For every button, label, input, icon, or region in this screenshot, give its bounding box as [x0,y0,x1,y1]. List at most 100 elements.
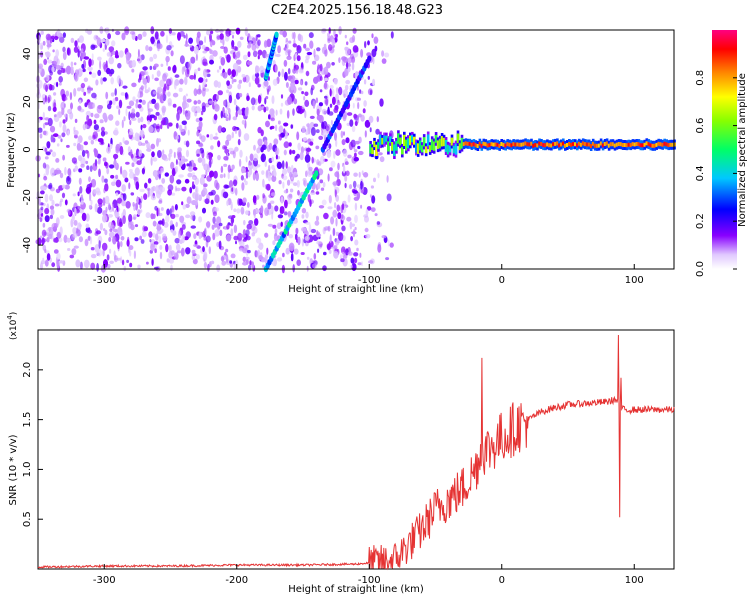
noise-speck [251,261,255,269]
noise-speck [41,229,47,237]
noise-speck [155,233,159,241]
noise-speck [190,56,196,64]
noise-speck [274,233,278,237]
noise-speck [160,207,164,211]
noise-speck [304,154,311,163]
noise-speck [261,144,267,150]
noise-speck [168,28,173,34]
noise-speck [319,179,324,184]
noise-speck [271,164,275,170]
noise-speck [179,161,183,167]
y-tick-label: 0.5 [22,511,33,527]
noise-speck [353,252,359,257]
noise-speck [235,104,238,113]
noise-speck [271,211,274,220]
noise-speck [172,103,177,108]
carrier-mark [391,142,394,151]
noise-speck [47,184,53,190]
carrier-mark [591,141,595,146]
noise-speck [363,100,367,107]
noise-speck [112,235,117,245]
noise-speck [352,27,357,34]
noise-speck [262,178,265,188]
noise-speck [151,258,154,266]
noise-speck [257,245,264,249]
carrier-mark [389,136,392,143]
y-tick-label: 1.5 [22,412,33,428]
noise-speck [271,95,275,105]
carrier-mark [635,142,639,146]
noise-speck [347,154,352,159]
noise-speck [108,56,114,65]
noise-speck [92,134,96,140]
noise-speck [149,56,154,62]
noise-speck [368,260,374,264]
noise-speck [87,85,92,94]
noise-speck [133,176,138,181]
noise-speck [143,70,147,76]
noise-speck [264,207,269,216]
noise-speck [96,190,102,196]
carrier-mark [480,143,484,148]
noise-speck [287,179,291,186]
noise-speck [346,112,353,116]
noise-speck [217,154,221,161]
spectrogram-x-ticks: -300 -200 -100 0 100 [93,264,644,286]
noise-speck [229,260,233,264]
noise-speck [207,263,210,272]
noise-speck [345,79,351,85]
noise-speck [167,153,173,158]
noise-speck [134,132,139,141]
noise-speck [62,119,66,124]
colorbar-tick-label: 0.0 [695,261,706,277]
noise-speck [321,108,327,115]
noise-speck [328,240,334,248]
noise-speck [104,183,109,192]
noise-speck [231,69,236,78]
carrier-mark [627,142,631,147]
carrier-mark [522,142,525,147]
noise-speck [196,153,200,157]
noise-speck [242,197,247,204]
noise-speck [146,148,152,152]
carrier-mark [613,143,617,148]
noise-speck [160,167,165,173]
noise-speck [49,125,56,133]
noise-speck [292,43,297,48]
noise-speck [40,30,44,35]
noise-speck [276,222,282,230]
noise-speck [305,221,311,225]
noise-speck [332,96,336,105]
noise-speck [113,153,119,159]
noise-speck [237,40,242,48]
noise-speck [187,129,190,136]
noise-speck [279,108,283,115]
noise-speck [43,58,48,65]
noise-speck [53,92,57,96]
noise-speck [46,43,52,48]
noise-speck [265,96,269,100]
noise-speck [153,241,159,245]
noise-speck [132,202,135,207]
carrier-mark [516,142,519,147]
noise-speck [249,260,252,266]
noise-speck [61,192,66,199]
noise-speck [115,30,121,36]
noise-speck [202,187,208,196]
noise-speck [310,191,316,196]
noise-speck [93,124,99,131]
noise-speck [275,53,281,58]
noise-speck [290,164,294,172]
noise-speck [147,188,150,198]
noise-speck [233,263,237,271]
noise-speck [109,228,113,232]
noise-speck [318,241,323,249]
carrier-mark [540,142,543,146]
x-tick-label: 100 [625,575,644,586]
noise-speck [297,87,303,91]
noise-speck [364,119,371,128]
carrier-mark [413,136,416,145]
noise-speck [297,190,300,196]
noise-speck [165,34,169,44]
